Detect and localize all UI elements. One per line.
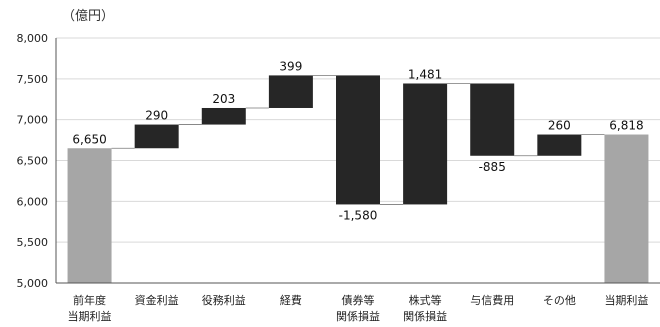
bar-layer [67, 75, 649, 283]
data-label: 6,818 [609, 119, 643, 133]
axis-layer: 5,000 5,500 6,000 6,500 7,000 7,500 8,000 [17, 32, 660, 290]
waterfall-bar [604, 134, 649, 283]
data-label: 203 [212, 92, 235, 106]
unit-label: （億円） [62, 8, 114, 24]
category-label: 株式等 [409, 293, 442, 307]
y-tick-label: 6,000 [17, 195, 49, 208]
data-label: 399 [279, 59, 302, 73]
waterfall-bar [67, 148, 112, 283]
connector-layer [111, 75, 605, 205]
category-label: 役務利益 [202, 293, 246, 307]
category-label: 関係損益 [336, 309, 380, 323]
category-label: その他 [543, 294, 576, 307]
waterfall-bar [201, 107, 246, 125]
category-label: 関係損益 [403, 309, 447, 323]
y-tick-label: 5,000 [17, 277, 49, 290]
waterfall-bar [336, 75, 380, 205]
category-label: 与信費用 [470, 293, 514, 307]
data-label: 6,650 [72, 132, 106, 146]
waterfall-bar [470, 83, 515, 156]
data-label: 1,481 [408, 67, 442, 81]
waterfall-bar [134, 124, 179, 149]
data-label: 260 [548, 119, 571, 133]
y-tick-label: 5,500 [17, 236, 49, 249]
category-label: 当期利益 [604, 293, 648, 307]
data-label: -1,580 [339, 208, 378, 222]
category-label: 経費 [280, 293, 302, 307]
category-label: 前年度 [73, 293, 106, 307]
waterfall-bar [268, 75, 313, 108]
waterfall-bar [403, 83, 448, 205]
y-tick-label: 7,000 [17, 114, 49, 127]
y-tick-label: 7,500 [17, 73, 49, 86]
y-tick-label: 6,500 [17, 155, 49, 168]
data-label: -885 [479, 160, 506, 174]
category-label: 資金利益 [135, 293, 179, 307]
label-layer: 6,650前年度当期利益290資金利益203役務利益399経費-1,580債券等… [68, 59, 649, 323]
category-label: 当期利益 [68, 309, 112, 323]
data-label: 290 [145, 109, 168, 123]
y-tick-label: 8,000 [17, 32, 49, 45]
waterfall-bar [537, 134, 582, 156]
category-label: 債券等 [342, 293, 375, 307]
